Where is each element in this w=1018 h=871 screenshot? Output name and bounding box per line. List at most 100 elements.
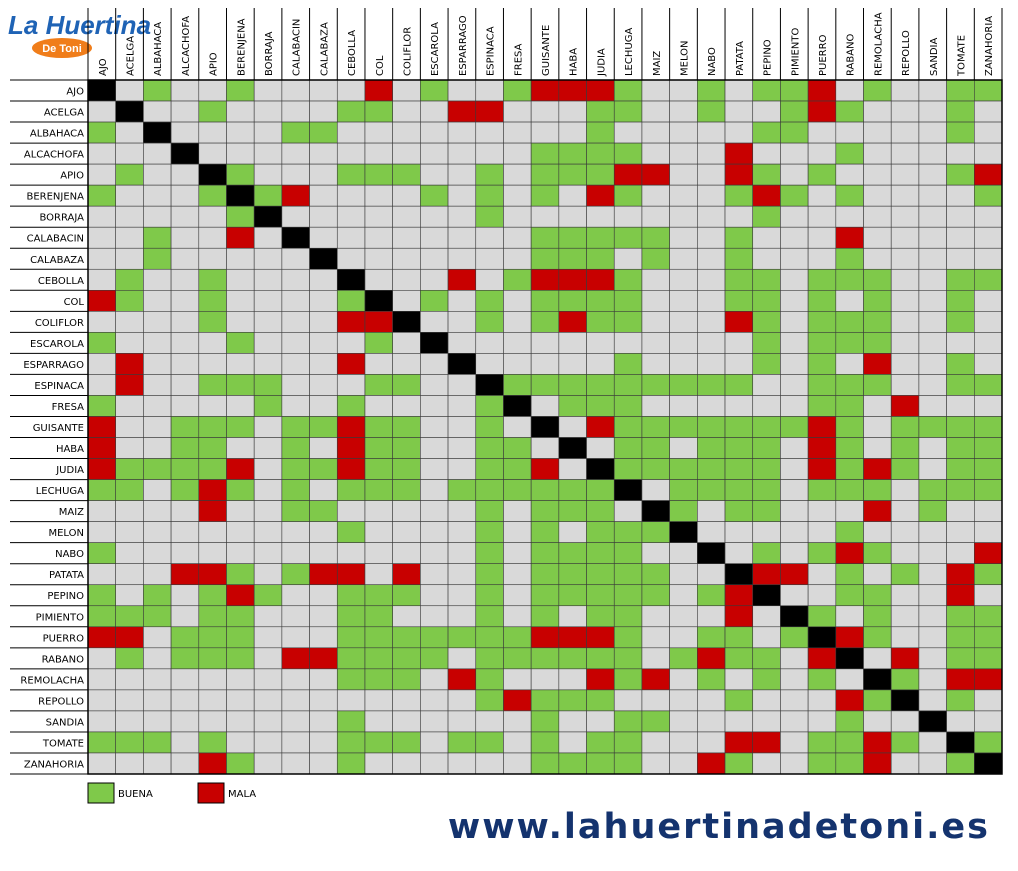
cell (946, 374, 975, 396)
cell (198, 226, 227, 249)
cell (115, 752, 144, 775)
cell (890, 647, 920, 670)
cell (447, 458, 477, 480)
cell (780, 458, 809, 480)
cell (420, 290, 449, 312)
cell (669, 605, 698, 628)
cell (890, 689, 920, 712)
cell (336, 542, 366, 564)
cell (198, 710, 227, 733)
cell (863, 268, 892, 291)
cell (336, 332, 366, 354)
cell (309, 542, 338, 564)
cell (530, 479, 560, 501)
row-label: PUERRO (43, 633, 85, 644)
cell (364, 416, 393, 438)
cell (198, 500, 227, 522)
cell (558, 353, 587, 375)
cell (253, 689, 283, 712)
cell (807, 731, 837, 754)
cell (226, 142, 255, 165)
cell (143, 311, 172, 333)
row-label: NABO (55, 549, 84, 560)
cell (835, 142, 864, 165)
cell (226, 647, 255, 670)
column-label: SANDIA (929, 37, 940, 76)
cell (87, 605, 116, 628)
cell (530, 247, 560, 270)
cell (890, 247, 920, 270)
cell (613, 121, 643, 144)
cell (752, 268, 781, 291)
cell (807, 290, 837, 312)
matrix: AJO AJO ACELGA ACELGA ALBAHACA ALBAHACA ALCACH… (10, 8, 1003, 775)
cell (392, 374, 421, 396)
cell (392, 479, 421, 501)
cell (807, 268, 837, 291)
cell (835, 247, 864, 270)
cell (447, 752, 477, 775)
cell (420, 731, 449, 754)
cell (170, 605, 200, 628)
cell (890, 437, 920, 459)
cell (170, 374, 200, 396)
footer-url[interactable]: www.lahuertinadetoni.es (448, 807, 990, 847)
cell (253, 500, 283, 522)
cell (475, 731, 504, 754)
cell (198, 374, 227, 396)
cell (447, 416, 477, 438)
cell (558, 521, 587, 543)
cell (115, 731, 144, 754)
cell (613, 584, 643, 607)
cell (807, 710, 837, 733)
cell (586, 79, 615, 102)
cell (253, 121, 283, 144)
cell (697, 500, 726, 522)
cell (641, 731, 670, 754)
cell (447, 626, 477, 649)
cell (697, 458, 726, 480)
cell (475, 121, 504, 144)
cell (281, 121, 310, 144)
cell (87, 395, 116, 417)
cell (641, 668, 670, 691)
cell (447, 226, 477, 249)
cell (475, 353, 504, 375)
cell (253, 247, 283, 270)
cell (890, 121, 920, 144)
cell (669, 752, 698, 775)
cell (392, 100, 421, 123)
cell (558, 752, 587, 775)
cell (226, 563, 255, 586)
cell (586, 584, 615, 607)
cell (641, 521, 670, 543)
cell (946, 752, 975, 775)
cell (890, 184, 920, 207)
cell (752, 731, 781, 754)
cell (198, 668, 227, 691)
cell (974, 374, 1003, 396)
cell (170, 479, 200, 501)
cell (281, 100, 310, 123)
cell (392, 731, 421, 754)
cell (724, 479, 754, 501)
cell (309, 710, 338, 733)
cell (170, 100, 200, 123)
cell (198, 437, 227, 459)
cell (115, 100, 144, 123)
cell (530, 142, 560, 165)
cell (115, 395, 144, 417)
cell (724, 395, 754, 417)
cell (364, 374, 393, 396)
cell (863, 247, 892, 270)
cell (807, 332, 837, 354)
cell (530, 458, 560, 480)
cell (752, 563, 781, 586)
cell (669, 121, 698, 144)
cell (613, 100, 643, 123)
cell (807, 226, 837, 249)
cell (115, 353, 144, 375)
cell (669, 268, 698, 291)
cell (503, 542, 532, 564)
cell (253, 416, 283, 438)
